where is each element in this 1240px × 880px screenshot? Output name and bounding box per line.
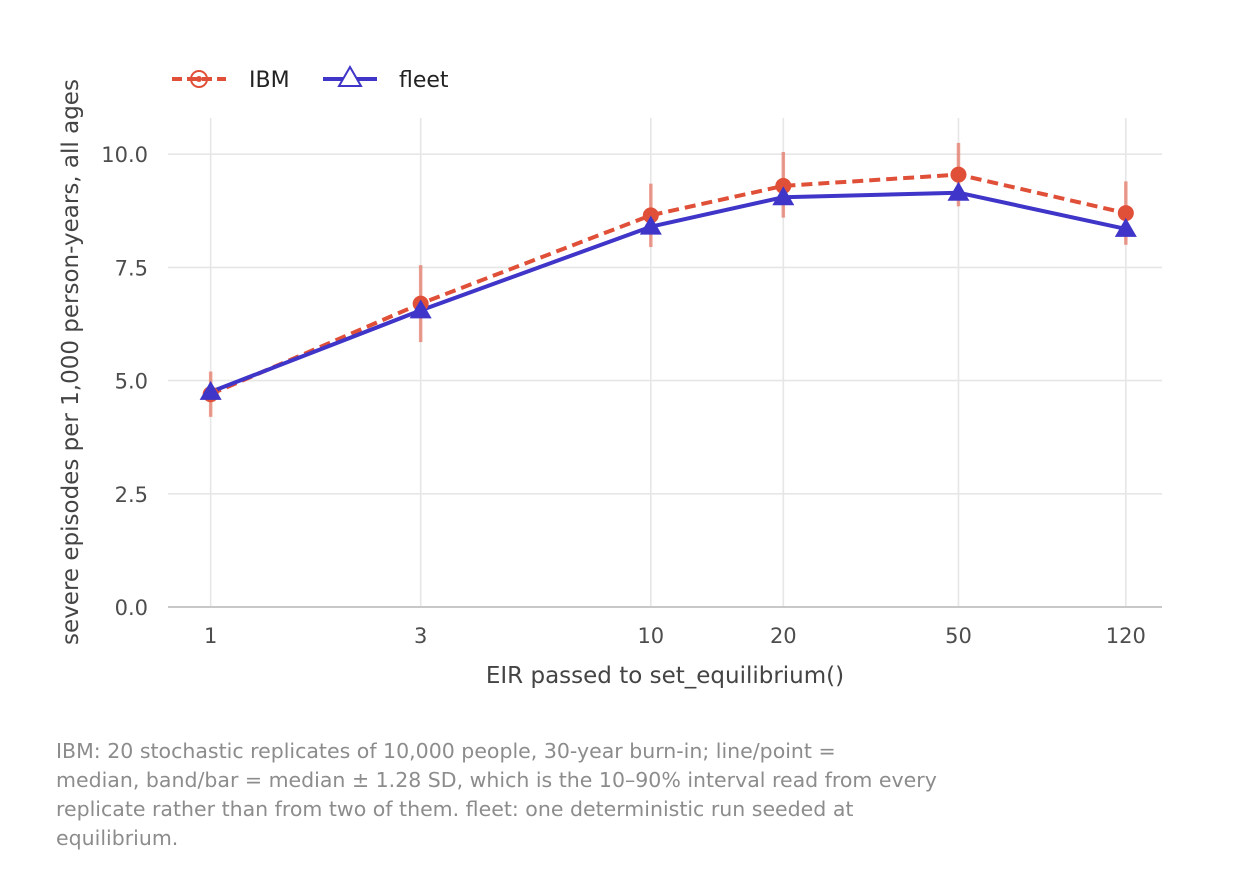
y-tick-label: 2.5 [115,483,148,507]
fleet-point [772,186,795,206]
x-tick-label: 1 [204,624,217,648]
chart: 0.0 2.5 5.0 7.5 10.0 1 3 10 20 50 120 EIR passed t… [58,65,1162,689]
legend-fleet-label: fleet [399,68,449,93]
caption-line: equilibrium. [56,826,179,850]
y-axis-title: severe episodes per 1,000 person-years, … [58,79,84,645]
x-tick-label: 3 [414,624,427,648]
fleet-point [409,299,432,319]
fleet-point [639,215,662,235]
error-bars [208,142,1128,417]
y-tick-label: 10.0 [101,143,148,167]
legend-ibm-label: IBM [249,68,290,93]
ibm-point [775,177,792,194]
series-lines [209,172,1127,397]
y-tick-label: 7.5 [115,256,148,280]
tick-labels: 0.0 2.5 5.0 7.5 10.0 1 3 10 20 50 120 [101,143,1146,648]
x-tick-label: 20 [770,624,797,648]
x-tick-label: 50 [945,624,972,648]
legend-ibm-circle-icon [190,70,208,88]
caption-line: IBM: 20 stochastic replicates of 10,000 … [56,739,836,763]
series-line-ibm [209,172,1127,397]
fleet-point [1114,217,1137,237]
y-tick-label: 0.0 [115,596,148,620]
caption-line: replicate rather than from two of them. … [56,797,854,821]
series-markers [199,166,1137,403]
ibm-point [950,166,967,183]
fleet-point [199,380,222,400]
legend-fleet-triangle-icon [337,65,363,87]
series-line-fleet [209,190,1127,394]
legend: IBM fleet [172,65,449,93]
grid [168,118,1162,607]
fleet-point [947,181,970,201]
caption: IBM: 20 stochastic replicates of 10,000 … [56,737,1136,853]
x-tick-label: 10 [637,624,664,648]
y-tick-label: 5.0 [115,370,148,394]
ibm-point [1117,205,1134,222]
x-tick-label: 120 [1106,624,1146,648]
ibm-point [642,207,659,224]
caption-line: median, band/bar = median ± 1.28 SD, whi… [56,768,937,792]
x-axis-title: EIR passed to set_equilibrium() [486,663,844,689]
legend-ibm-circle-dot [196,76,202,82]
